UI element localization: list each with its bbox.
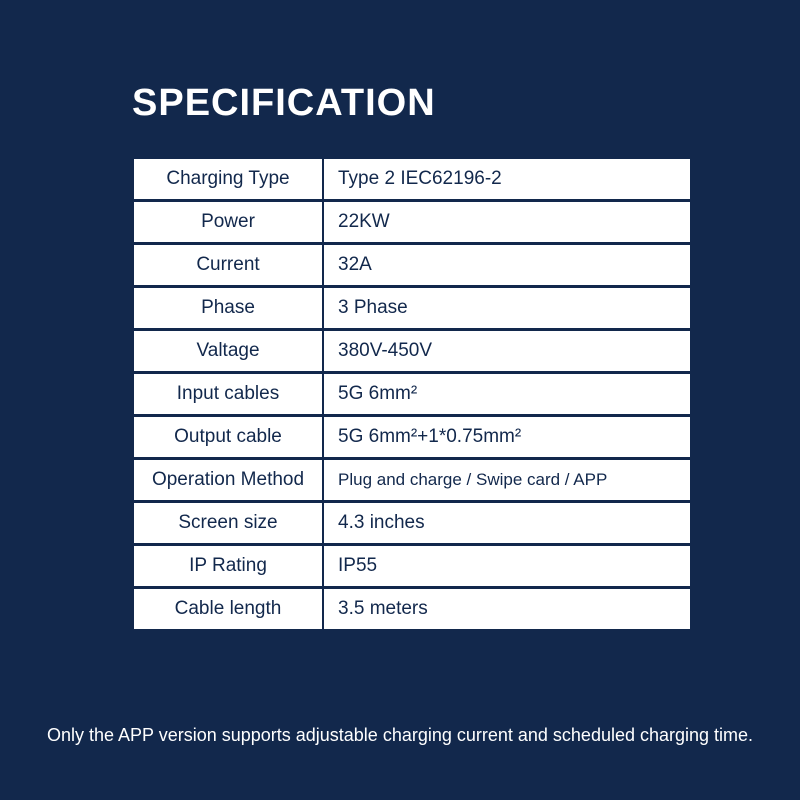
table-row: Operation MethodPlug and charge / Swipe …: [134, 460, 690, 503]
table-row: Screen size4.3 inches: [134, 503, 690, 546]
spec-label: Charging Type: [134, 159, 324, 199]
spec-value: 380V-450V: [324, 331, 690, 371]
table-row: Power22KW: [134, 202, 690, 245]
spec-value: Type 2 IEC62196-2: [324, 159, 690, 199]
spec-value: 5G 6mm²: [324, 374, 690, 414]
footnote-text: Only the APP version supports adjustable…: [0, 725, 800, 746]
table-row: Cable length3.5 meters: [134, 589, 690, 629]
spec-container: SPECIFICATION Charging TypeType 2 IEC621…: [0, 0, 800, 631]
spec-table: Charging TypeType 2 IEC62196-2Power22KWC…: [132, 157, 692, 631]
spec-label: IP Rating: [134, 546, 324, 586]
spec-label: Current: [134, 245, 324, 285]
table-row: Current32A: [134, 245, 690, 288]
table-row: Phase3 Phase: [134, 288, 690, 331]
table-row: Charging TypeType 2 IEC62196-2: [134, 159, 690, 202]
spec-value: 22KW: [324, 202, 690, 242]
page-title: SPECIFICATION: [132, 82, 692, 125]
table-row: Output cable5G 6mm²+1*0.75mm²: [134, 417, 690, 460]
table-row: Valtage380V-450V: [134, 331, 690, 374]
spec-value: Plug and charge / Swipe card / APP: [324, 460, 690, 500]
spec-value: 3.5 meters: [324, 589, 690, 629]
spec-label: Cable length: [134, 589, 324, 629]
spec-label: Input cables: [134, 374, 324, 414]
spec-value: IP55: [324, 546, 690, 586]
spec-value: 5G 6mm²+1*0.75mm²: [324, 417, 690, 457]
spec-value: 3 Phase: [324, 288, 690, 328]
spec-value: 32A: [324, 245, 690, 285]
spec-label: Power: [134, 202, 324, 242]
spec-label: Screen size: [134, 503, 324, 543]
spec-value: 4.3 inches: [324, 503, 690, 543]
spec-label: Output cable: [134, 417, 324, 457]
spec-label: Valtage: [134, 331, 324, 371]
table-row: IP RatingIP55: [134, 546, 690, 589]
spec-label: Phase: [134, 288, 324, 328]
spec-label: Operation Method: [134, 460, 324, 500]
table-row: Input cables5G 6mm²: [134, 374, 690, 417]
